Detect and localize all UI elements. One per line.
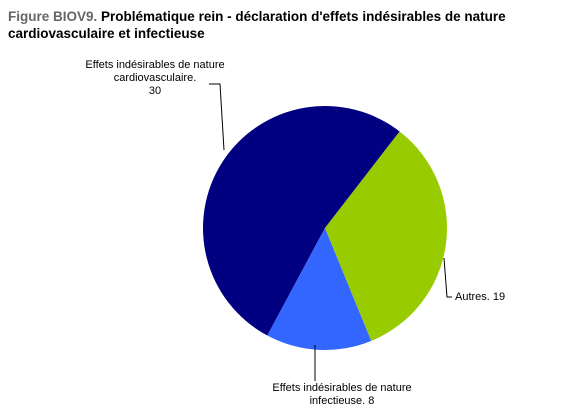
leader-line [209,83,225,151]
pie-slice [202,105,400,336]
category-label: Effets indésirables de nature infectieus… [272,382,412,407]
value-label: 19 [492,291,506,303]
chart-title-block: Figure BIOV9. Problématique rein - décla… [8,8,578,42]
figure-label: Figure BIOV9. [8,9,98,24]
value-label: 8 [368,395,375,407]
leader-lines [209,83,452,381]
category-label: Effets indésirables de nature cardiovasc… [85,59,225,84]
chart-title: Problématique rein - déclaration d'effet… [8,9,506,41]
category-label: Autres. [455,291,490,303]
data-label: Effets indésirables de nature infectieus… [262,382,422,408]
pie-slice [267,228,372,350]
data-label: Effets indésirables de nature cardiovasc… [75,59,235,98]
data-label: Autres. 19 [455,291,505,304]
value-label: 30 [148,85,162,97]
pie-slice [325,131,447,341]
leader-line [443,257,452,298]
